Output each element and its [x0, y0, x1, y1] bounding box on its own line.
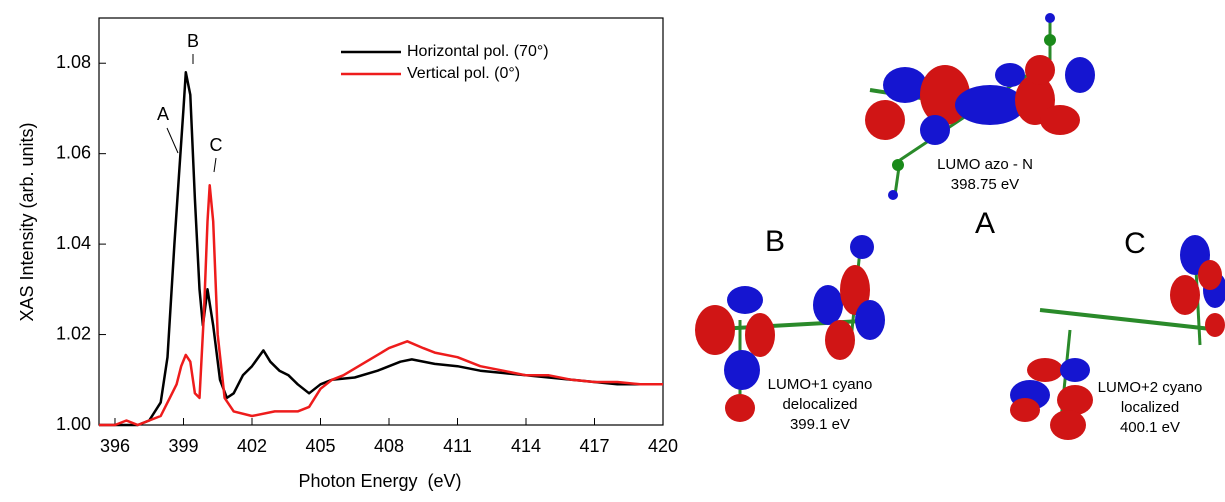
orbital-image	[695, 235, 885, 422]
orbital-note: delocalized	[782, 396, 857, 413]
y-tick-label: 1.02	[56, 323, 91, 343]
legend-label: Horizontal pol. (70°)	[407, 43, 549, 60]
orbital-label: LUMO+2 cyano	[1098, 379, 1203, 396]
x-tick-label: 414	[511, 436, 541, 456]
plot-frame	[98, 17, 664, 426]
x-axis-title: Photon Energy (eV)	[298, 471, 461, 491]
annotation: B	[187, 31, 199, 51]
orbital-letter: C	[1124, 227, 1146, 260]
x-tick-label: 411	[443, 436, 472, 456]
series-line	[99, 71, 663, 427]
orbital-note: localized	[1121, 399, 1179, 416]
orbital-image	[1010, 235, 1225, 440]
orbital-energy: 399.1 eV	[790, 416, 850, 433]
y-tick-label: 1.06	[56, 142, 91, 162]
x-tick-label: 420	[648, 436, 678, 456]
annotation: A	[157, 104, 169, 124]
x-tick-label: 405	[305, 436, 335, 456]
x-tick-label: 402	[237, 436, 267, 456]
x-tick-label: 417	[579, 436, 609, 456]
legend-label: Vertical pol. (0°)	[407, 65, 520, 82]
orbital-energy: 398.75 eV	[951, 176, 1019, 193]
y-tick-label: 1.04	[56, 233, 91, 253]
y-tick-label: 1.08	[56, 52, 91, 72]
x-tick-label: 396	[100, 436, 130, 456]
orbital-label: LUMO azo - N	[937, 156, 1033, 173]
orbital-energy: 400.1 eV	[1120, 419, 1180, 436]
y-tick-label: 1.00	[56, 414, 91, 434]
annotation-line	[213, 157, 217, 173]
x-tick-label: 399	[168, 436, 198, 456]
orbital-image	[865, 13, 1095, 200]
orbital-letter: B	[765, 225, 785, 258]
annotation: C	[210, 135, 223, 155]
y-axis-title: XAS Intensity (arb. units)	[17, 122, 37, 321]
orbital-label: LUMO+1 cyano	[768, 376, 873, 393]
orbital-letter: A	[975, 207, 995, 240]
annotation-line	[166, 127, 179, 154]
x-tick-label: 408	[374, 436, 404, 456]
series-line	[99, 184, 663, 427]
